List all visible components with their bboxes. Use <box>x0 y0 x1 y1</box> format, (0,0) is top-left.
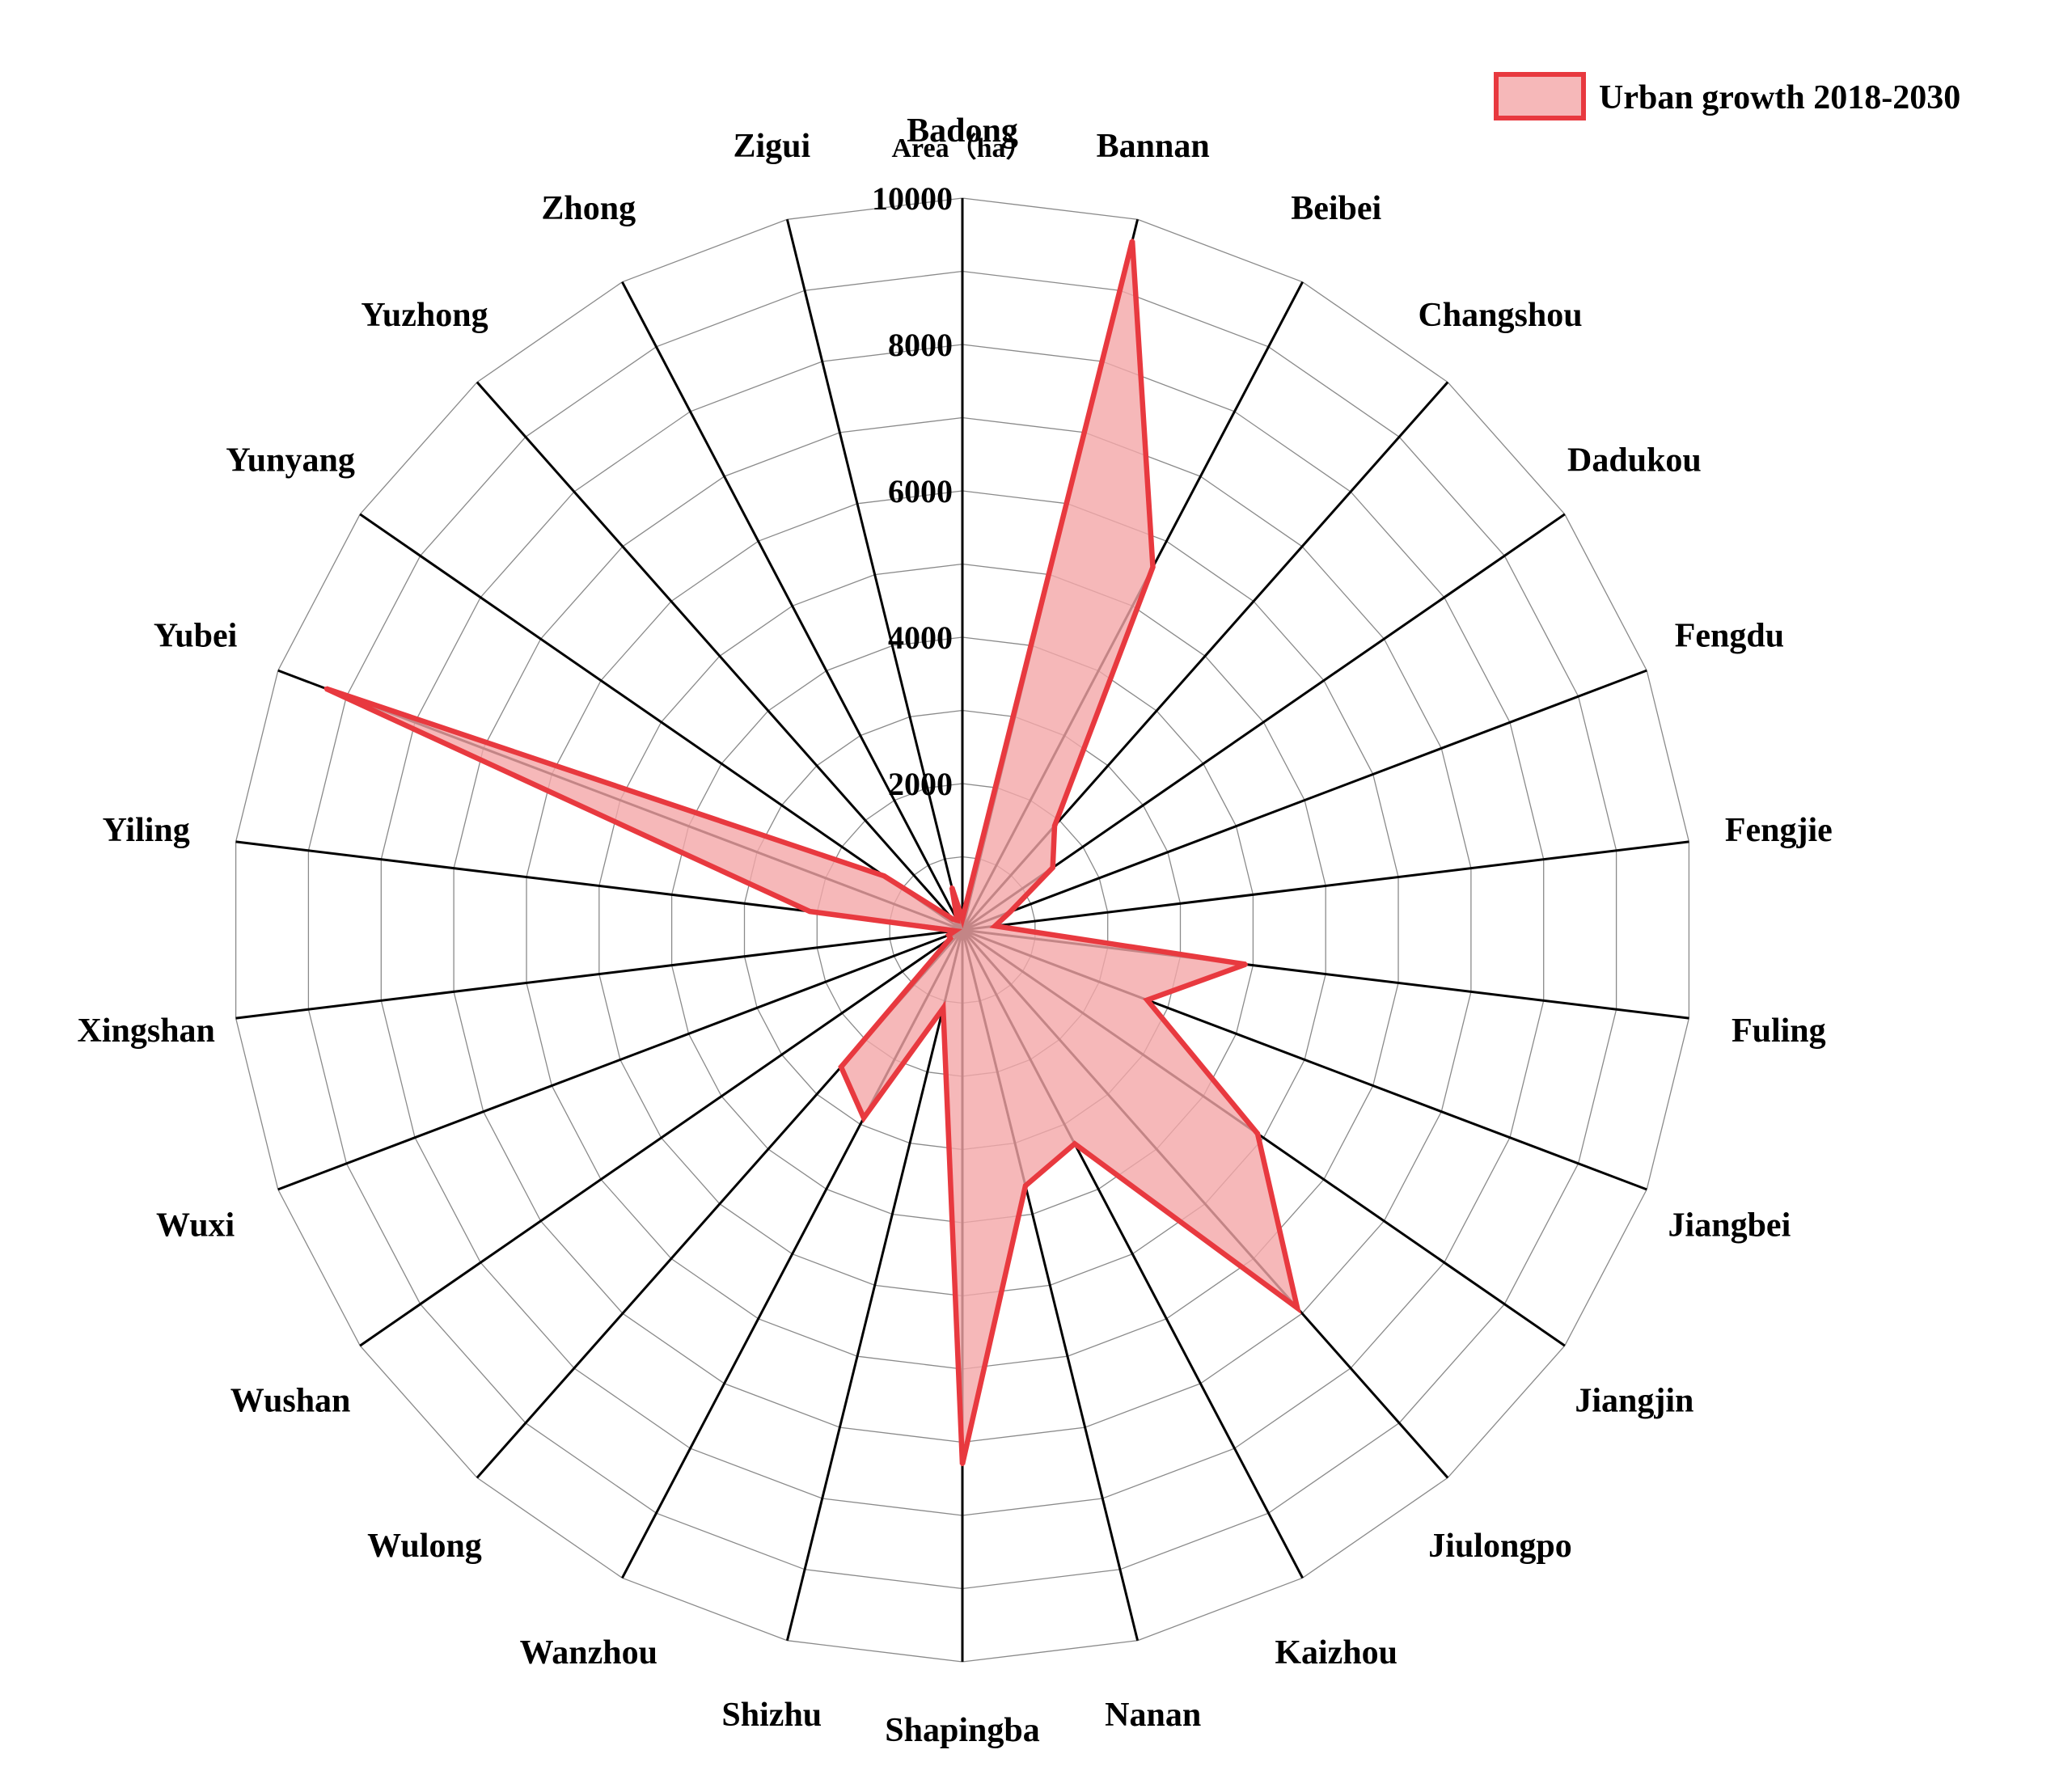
data-point-yiling <box>807 909 812 914</box>
data-point-shizhu <box>941 1006 945 1011</box>
category-label-yunyang: Yunyang <box>226 442 355 480</box>
tick-label-10000: 10000 <box>872 180 953 217</box>
spoke-wuxi <box>277 928 963 1191</box>
tick-label-6000: 6000 <box>888 473 953 509</box>
legend-swatch <box>1494 72 1586 120</box>
radial-tick-labels: 2000 4000 6000 8000 10000 <box>872 180 953 802</box>
tick-label-8000: 8000 <box>888 327 953 363</box>
category-label-kaizhou: Kaizhou <box>1275 1634 1397 1672</box>
category-label-zigui: Zigui <box>733 128 810 165</box>
tick-label-2000: 2000 <box>888 766 953 802</box>
data-point-jiangjin <box>1255 1131 1260 1136</box>
spoke-yunyang <box>359 513 963 932</box>
data-point-zhong <box>955 918 960 923</box>
data-point-jiangbei <box>1145 998 1149 1003</box>
data-point-wuxi <box>946 932 951 937</box>
category-label-dadukou: Dadukou <box>1567 442 1702 480</box>
spoke-shizhu <box>785 929 964 1642</box>
data-point-yuzhong <box>950 917 955 921</box>
data-point-wushan <box>948 936 953 940</box>
spoke-fengdu <box>962 669 1647 932</box>
category-label-nanan: Nanan <box>1105 1697 1201 1734</box>
series-layer <box>323 239 1302 1467</box>
category-label-yubei: Yubei <box>154 617 238 654</box>
category-label-fengdu: Fengdu <box>1675 617 1784 654</box>
category-label-fengjie: Fengjie <box>1725 812 1833 849</box>
spoke-dadukou <box>962 513 1566 932</box>
radial-axis-title: Area（ha） <box>891 132 1033 163</box>
category-label-jiangbei: Jiangbei <box>1668 1207 1791 1245</box>
legend: Urban growth 2018-2030 <box>1494 72 1960 120</box>
category-label-badong: Badong <box>907 112 1018 150</box>
category-label-wuxi: Wuxi <box>156 1207 235 1245</box>
data-point-wulong <box>839 1064 844 1069</box>
spoke-xingshan <box>235 928 963 1020</box>
data-point-kaizhou <box>1072 1141 1077 1146</box>
category-label-jiangjin: Jiangjin <box>1575 1383 1693 1420</box>
category-label-shizhu: Shizhu <box>721 1697 822 1734</box>
data-point-nanan <box>1023 1183 1028 1188</box>
category-label-shapingba: Shapingba <box>885 1712 1039 1749</box>
category-label-jiulongpo: Jiulongpo <box>1428 1528 1571 1565</box>
category-label-wanzhou: Wanzhou <box>520 1634 658 1672</box>
data-point-zigui <box>949 885 954 890</box>
category-label-xingshan: Xingshan <box>77 1012 214 1050</box>
data-point-shapingba <box>960 1462 965 1467</box>
category-label-wushan: Wushan <box>230 1383 351 1420</box>
data-point-fengjie <box>992 923 997 928</box>
category-label-wulong: Wulong <box>367 1528 482 1565</box>
spoke-wushan <box>359 928 963 1347</box>
data-point-bannan <box>1130 239 1135 243</box>
category-label-beibei: Beibei <box>1291 190 1381 227</box>
data-point-jiulongpo <box>1295 1305 1300 1310</box>
series-area-0 <box>324 239 1302 1465</box>
spoke-yuzhong <box>476 381 964 931</box>
data-point-changshou <box>1052 823 1057 828</box>
legend-label: Urban growth 2018-2030 <box>1599 79 1960 116</box>
category-label-zhong: Zhong <box>541 190 636 227</box>
tick-label-4000: 4000 <box>888 619 953 656</box>
data-point-badong <box>960 916 965 921</box>
data-point-wanzhou <box>861 1115 866 1120</box>
data-point-fuling <box>1243 962 1248 966</box>
data-point-fengdu <box>1008 910 1013 914</box>
spoke-fengjie <box>962 840 1689 932</box>
category-label-changshou: Changshou <box>1418 297 1582 334</box>
category-label-yiling: Yiling <box>103 812 190 849</box>
category-label-yuzhong: Yuzhong <box>361 297 488 334</box>
spoke-zigui <box>785 218 964 931</box>
category-labels: Badong Bannan Beibei Changshou Dadukou Fengdu… <box>77 112 1832 1749</box>
data-point-yubei <box>323 687 328 691</box>
category-label-bannan: Bannan <box>1097 128 1210 165</box>
data-point-xingshan <box>953 928 958 933</box>
data-point-dadukou <box>1051 865 1055 870</box>
category-label-fuling: Fuling <box>1732 1012 1826 1050</box>
data-point-yunyang <box>882 873 886 878</box>
spoke-zhong <box>621 281 964 931</box>
data-point-beibei <box>1151 564 1155 569</box>
